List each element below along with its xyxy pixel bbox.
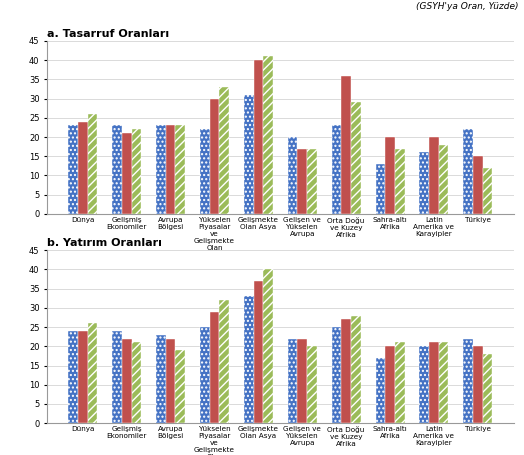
Bar	[341, 319, 351, 423]
Bar	[332, 126, 341, 214]
Bar	[122, 133, 132, 214]
Bar	[463, 129, 473, 214]
Bar	[385, 137, 395, 214]
Bar	[473, 346, 483, 423]
Bar	[132, 343, 141, 423]
Bar	[351, 316, 361, 423]
Bar	[220, 300, 229, 423]
Bar	[298, 339, 307, 423]
Bar	[112, 126, 122, 214]
Bar	[254, 281, 263, 423]
Bar	[263, 56, 273, 214]
Bar	[439, 343, 449, 423]
Bar	[254, 60, 263, 214]
Bar	[473, 156, 483, 214]
Bar	[166, 339, 176, 423]
Bar	[420, 346, 429, 423]
Bar	[88, 114, 97, 214]
Bar	[200, 129, 210, 214]
Bar	[483, 354, 493, 423]
Bar	[244, 296, 254, 423]
Bar	[112, 331, 122, 423]
Bar	[463, 339, 473, 423]
Bar	[263, 269, 273, 423]
Bar	[288, 339, 298, 423]
Bar	[307, 346, 317, 423]
Bar	[420, 152, 429, 214]
Bar	[210, 312, 220, 423]
Bar	[132, 129, 141, 214]
Bar	[176, 126, 185, 214]
Text: a. Tasarruf Oranları: a. Tasarruf Oranları	[47, 29, 169, 39]
Text: (GSYH'ya Oran, Yüzde): (GSYH'ya Oran, Yüzde)	[416, 2, 519, 11]
Bar	[385, 346, 395, 423]
Bar	[122, 339, 132, 423]
Bar	[176, 350, 185, 423]
Text: b. Yatırım Oranları: b. Yatırım Oranları	[47, 238, 162, 248]
Bar	[78, 331, 88, 423]
Bar	[166, 126, 176, 214]
Bar	[351, 102, 361, 214]
Bar	[483, 168, 493, 214]
Bar	[429, 343, 439, 423]
Bar	[220, 87, 229, 214]
Bar	[395, 148, 405, 214]
Bar	[341, 76, 351, 214]
Bar	[298, 148, 307, 214]
Bar	[68, 126, 78, 214]
Bar	[244, 95, 254, 214]
Bar	[376, 358, 385, 423]
Bar	[210, 99, 220, 214]
Bar	[68, 331, 78, 423]
Bar	[332, 327, 341, 423]
Bar	[288, 137, 298, 214]
Legend: 1990-1999, 2000-2013, 2014-2020: 1990-1999, 2000-2013, 2014-2020	[192, 298, 387, 313]
Bar	[156, 126, 166, 214]
Bar	[78, 121, 88, 214]
Bar	[376, 164, 385, 214]
Bar	[200, 327, 210, 423]
Bar	[156, 335, 166, 423]
Bar	[429, 137, 439, 214]
Bar	[307, 148, 317, 214]
Bar	[439, 145, 449, 214]
Bar	[395, 343, 405, 423]
Bar	[88, 323, 97, 423]
